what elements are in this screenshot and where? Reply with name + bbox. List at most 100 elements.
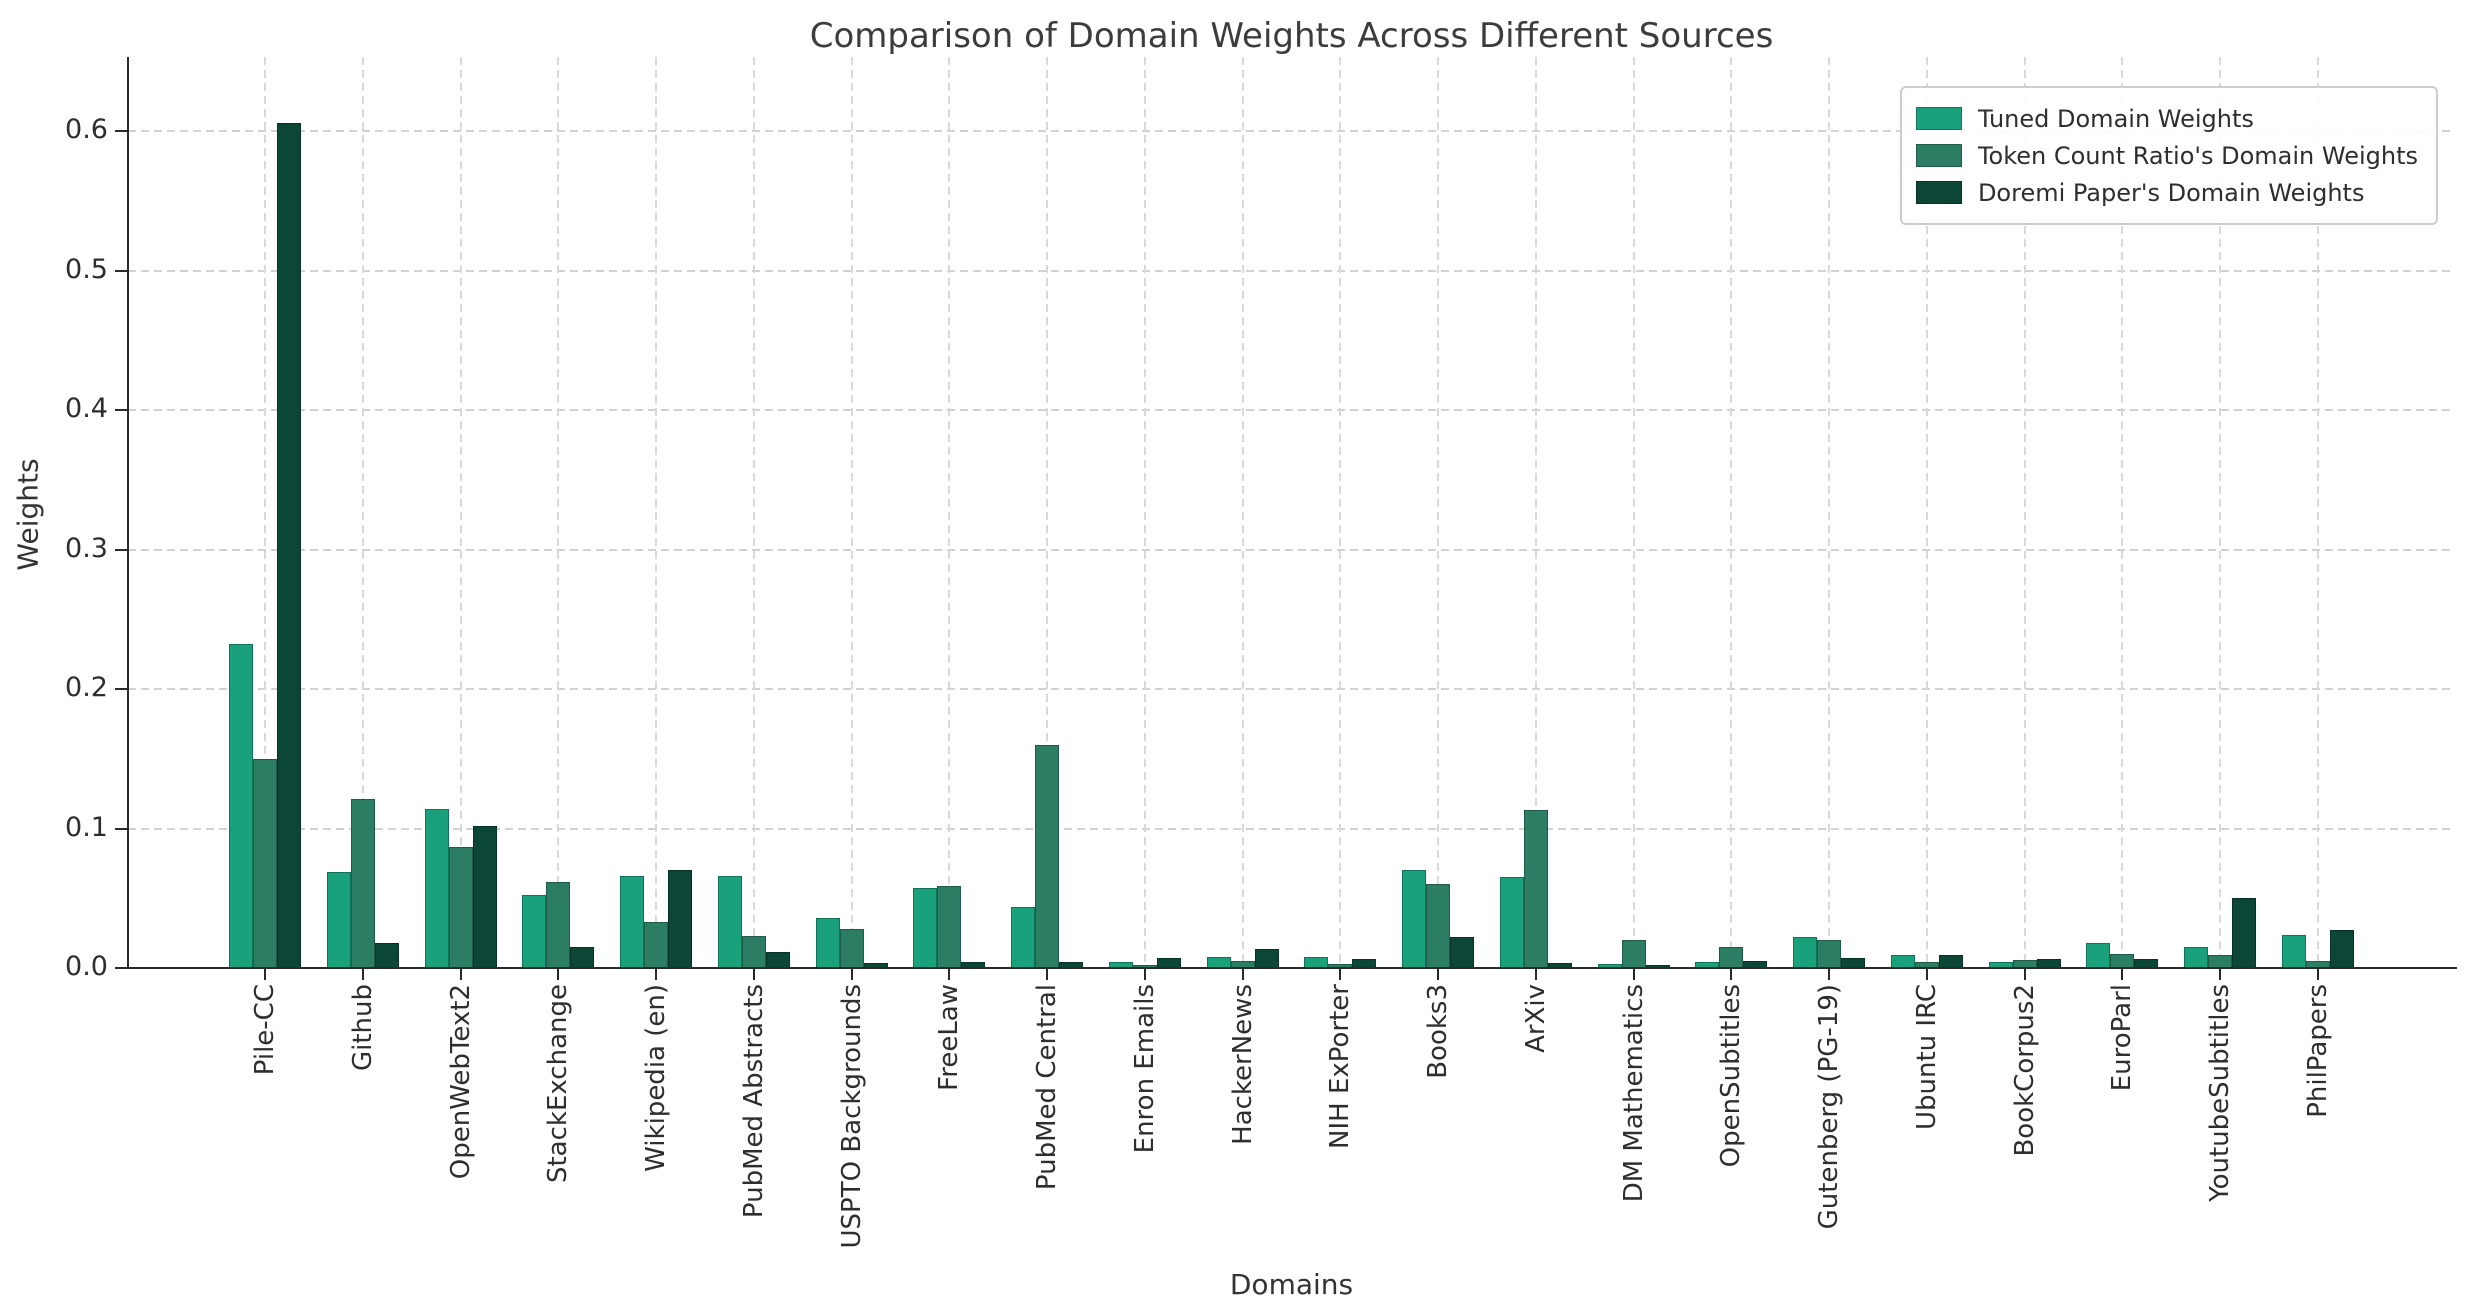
bar-hackernews-s1 bbox=[1230, 961, 1255, 968]
v-gridline bbox=[1437, 57, 1440, 968]
x-axis-spine bbox=[127, 967, 2457, 969]
bar-opensubtitles-s0 bbox=[1695, 962, 1720, 968]
x-tick-label: FreeLaw bbox=[934, 984, 965, 1091]
legend-row: Token Count Ratio's Domain Weights bbox=[1915, 137, 2418, 174]
x-tick-label: PhilPapers bbox=[2303, 984, 2333, 1118]
x-tick-label: Books3 bbox=[1423, 984, 1454, 1079]
v-gridline bbox=[1534, 57, 1537, 968]
y-tick-mark bbox=[115, 130, 127, 132]
chart-title: Comparison of Domain Weights Across Diff… bbox=[809, 16, 1774, 56]
bar-pubmed-abstracts-s2 bbox=[765, 952, 790, 968]
bar-opensubtitles-s2 bbox=[1743, 961, 1768, 968]
x-tick-label: USPTO Backgrounds bbox=[836, 984, 867, 1249]
x-tick-label: BookCorpus2 bbox=[2009, 984, 2040, 1157]
bar-wikipedia-en--s1 bbox=[644, 922, 669, 968]
x-axis-title: Domains bbox=[1229, 1268, 1354, 1301]
y-tick-label: 0.4 bbox=[65, 393, 108, 424]
bar-europarl-s2 bbox=[2134, 959, 2159, 968]
v-gridline bbox=[1828, 57, 1831, 968]
bar-pubmed-central-s2 bbox=[1059, 962, 1084, 968]
bar-freelaw-s1 bbox=[937, 886, 962, 968]
bar-ubuntu-irc-s0 bbox=[1890, 955, 1915, 968]
bar-freelaw-s0 bbox=[913, 888, 938, 968]
bar-arxiv-s0 bbox=[1499, 877, 1524, 968]
h-gridline bbox=[128, 130, 2455, 132]
legend: Tuned Domain Weights Token Count Ratio's … bbox=[1899, 86, 2438, 225]
bar-books3-s0 bbox=[1402, 870, 1427, 968]
x-tick-label: HackerNews bbox=[1227, 984, 1258, 1145]
x-tick-label: DM Mathematics bbox=[1618, 984, 1649, 1203]
bar-ubuntu-irc-s1 bbox=[1914, 962, 1939, 968]
x-tick-mark bbox=[850, 969, 853, 980]
legend-row: Doremi Paper's Domain Weights bbox=[1915, 174, 2418, 211]
h-gridline bbox=[128, 548, 2455, 551]
bar-philpapers-s0 bbox=[2282, 935, 2306, 968]
bar-gutenberg-pg-19--s1 bbox=[1817, 940, 1842, 968]
bar-hackernews-s0 bbox=[1206, 957, 1231, 968]
x-tick-mark bbox=[2317, 969, 2319, 980]
bar-dm-mathematics-s2 bbox=[1645, 965, 1670, 968]
legend-label: Doremi Paper's Domain Weights bbox=[1977, 178, 2365, 207]
bar-github-s0 bbox=[326, 872, 351, 968]
y-axis-spine bbox=[127, 57, 129, 969]
bar-github-s2 bbox=[374, 943, 399, 968]
y-tick-mark bbox=[115, 269, 127, 272]
bar-opensubtitles-s1 bbox=[1719, 947, 1744, 968]
x-tick-mark bbox=[1632, 969, 1635, 980]
bar-bookcorpus2-s2 bbox=[2036, 959, 2061, 968]
y-axis-title: Weights bbox=[11, 458, 45, 571]
bar-gutenberg-pg-19--s0 bbox=[1793, 937, 1818, 968]
bar-uspto-backgrounds-s1 bbox=[839, 929, 864, 968]
x-tick-mark bbox=[1730, 969, 1733, 980]
bar-wikipedia-en--s2 bbox=[668, 870, 693, 968]
bar-github-s1 bbox=[350, 799, 375, 968]
y-tick-label: 0.1 bbox=[65, 811, 108, 843]
bar-hackernews-s2 bbox=[1254, 949, 1279, 968]
bar-youtubesubtitles-s0 bbox=[2184, 947, 2209, 968]
x-tick-label: Github bbox=[347, 984, 378, 1072]
bar-gutenberg-pg-19--s2 bbox=[1841, 958, 1866, 968]
bar-freelaw-s2 bbox=[961, 962, 986, 968]
v-gridline bbox=[2023, 57, 2026, 968]
x-tick-label: OpenSubtitles bbox=[1716, 984, 1747, 1168]
v-gridline bbox=[948, 57, 951, 968]
bar-pubmed-abstracts-s0 bbox=[717, 876, 742, 968]
x-tick-label: Wikipedia (en) bbox=[641, 984, 672, 1172]
legend-label: Tuned Domain Weights bbox=[1977, 104, 2254, 133]
x-tick-mark bbox=[1241, 969, 1244, 980]
bar-books3-s1 bbox=[1426, 884, 1451, 968]
x-tick-mark bbox=[1534, 969, 1537, 980]
y-tick-mark bbox=[115, 548, 127, 551]
bar-bookcorpus2-s1 bbox=[2012, 960, 2037, 968]
legend-swatch-icon bbox=[1915, 144, 1962, 167]
bar-uspto-backgrounds-s2 bbox=[863, 963, 888, 968]
x-tick-mark bbox=[948, 969, 951, 980]
v-gridline bbox=[264, 57, 266, 968]
x-tick-mark bbox=[264, 969, 266, 980]
bar-openwebtext2-s1 bbox=[448, 847, 473, 968]
legend-swatch-icon bbox=[1915, 181, 1962, 204]
bar-pubmed-central-s1 bbox=[1035, 745, 1060, 968]
bar-books3-s2 bbox=[1450, 937, 1475, 968]
bar-philpapers-s1 bbox=[2306, 961, 2330, 968]
x-tick-label: Ubuntu IRC bbox=[1911, 984, 1942, 1131]
bar-europarl-s0 bbox=[2086, 943, 2111, 968]
v-gridline bbox=[1339, 57, 1342, 968]
bar-openwebtext2-s0 bbox=[424, 809, 449, 968]
h-gridline bbox=[128, 688, 2455, 690]
x-tick-label: PubMed Central bbox=[1032, 984, 1063, 1191]
bar-nih-exporter-s1 bbox=[1328, 964, 1353, 968]
v-gridline bbox=[2219, 57, 2222, 968]
legend-swatch-icon bbox=[1915, 107, 1962, 130]
y-tick-label: 0.6 bbox=[65, 114, 108, 145]
y-tick-label: 0.0 bbox=[65, 951, 108, 982]
y-tick-mark bbox=[115, 688, 127, 690]
v-gridline bbox=[1730, 57, 1733, 968]
v-gridline bbox=[1046, 57, 1049, 968]
bar-stackexchange-s1 bbox=[546, 882, 571, 968]
x-tick-label: StackExchange bbox=[543, 984, 574, 1184]
y-tick-mark bbox=[115, 967, 127, 969]
bar-europarl-s1 bbox=[2110, 954, 2135, 968]
bar-enron-emails-s2 bbox=[1156, 958, 1181, 968]
